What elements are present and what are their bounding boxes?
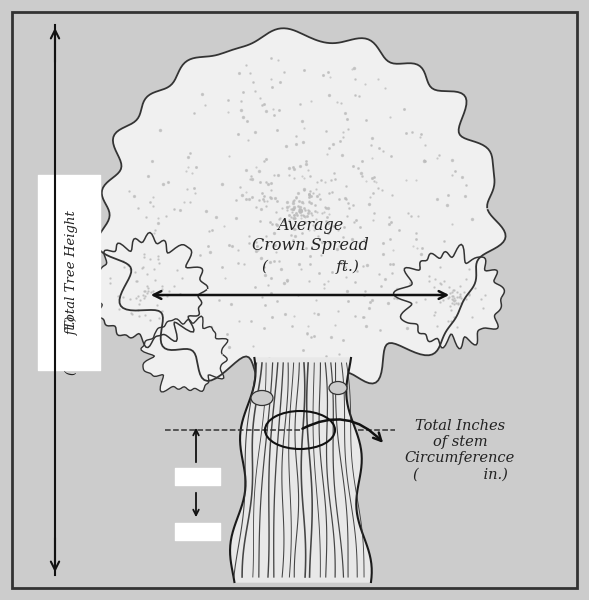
- Text: Total Tree Height: Total Tree Height: [65, 211, 78, 329]
- Text: Total Inches
of stem
Circumference
(              in.): Total Inches of stem Circumference ( in.…: [405, 419, 515, 481]
- Polygon shape: [393, 244, 504, 349]
- Ellipse shape: [251, 391, 273, 406]
- Ellipse shape: [329, 382, 347, 395]
- Polygon shape: [230, 358, 372, 582]
- Text: Average: Average: [277, 217, 343, 233]
- Text: Crown Spread: Crown Spread: [252, 236, 368, 253]
- Text: (              ft.): ( ft.): [262, 260, 359, 274]
- Polygon shape: [141, 316, 228, 392]
- Polygon shape: [97, 28, 505, 397]
- Text: (         ft.): ( ft.): [65, 316, 78, 374]
- Polygon shape: [88, 233, 208, 347]
